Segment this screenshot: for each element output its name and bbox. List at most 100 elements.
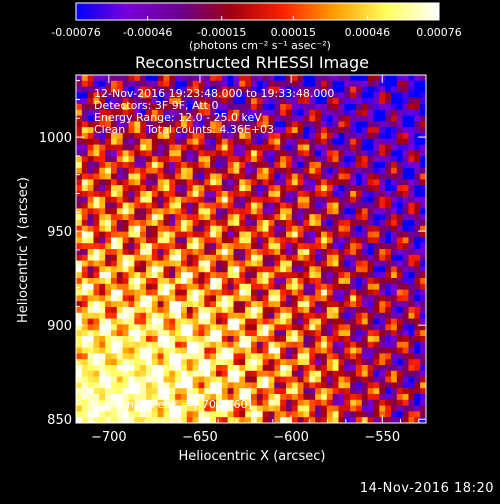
- heatmap-cell: [105, 179, 112, 186]
- footer-timestamp: 14-Nov-2016 18:20: [359, 481, 494, 496]
- heatmap-cell: [99, 225, 106, 232]
- heatmap-cell: [367, 249, 374, 256]
- heatmap-cell: [128, 179, 135, 186]
- heatmap-cell: [181, 307, 188, 314]
- heatmap-cell: [297, 289, 304, 296]
- heatmap-cell: [116, 283, 124, 290]
- heatmap-cell: [309, 266, 316, 273]
- heatmap-cell: [157, 388, 164, 395]
- heatmap-cell: [76, 98, 83, 105]
- heatmap-cell: [356, 249, 363, 256]
- heatmap-cell: [221, 173, 229, 180]
- heatmap-cell: [87, 220, 94, 227]
- heatmap-cell: [216, 301, 223, 308]
- heatmap-cell: [227, 127, 234, 134]
- heatmap-cell: [76, 121, 83, 128]
- heatmap-cell: [385, 295, 392, 302]
- heatmap-cell: [87, 272, 94, 279]
- heatmap-cell: [140, 243, 147, 250]
- heatmap-cell: [105, 289, 112, 296]
- heatmap-cell: [262, 330, 269, 337]
- heatmap-cell: [291, 370, 299, 377]
- heatmap-cell: [227, 399, 234, 406]
- heatmap-cell: [227, 208, 234, 215]
- heatmap-cell: [169, 179, 176, 186]
- heatmap-cell: [350, 336, 357, 343]
- heatmap-cell: [361, 278, 369, 285]
- heatmap-cell: [239, 208, 246, 215]
- heatmap-cell: [286, 214, 293, 221]
- heatmap-cell: [297, 167, 304, 174]
- heatmap-cell: [204, 417, 211, 424]
- heatmap-cell: [192, 75, 199, 82]
- heatmap-cell: [128, 405, 135, 412]
- heatmap-cell: [169, 341, 176, 348]
- heatmap-cell: [221, 336, 229, 343]
- heatmap-cell: [122, 370, 129, 377]
- heatmap-cell: [181, 220, 188, 227]
- heatmap-cell: [286, 173, 293, 180]
- heatmap-cell: [396, 249, 404, 256]
- heatmap-cell: [122, 115, 129, 122]
- heatmap-cell: [146, 179, 153, 186]
- heatmap-cell: [420, 133, 427, 140]
- heatmap-cell: [350, 405, 357, 412]
- heatmap-cell: [262, 272, 269, 279]
- heatmap-cell: [309, 127, 316, 134]
- heatmap-cell: [216, 307, 223, 314]
- heatmap-cell: [81, 353, 89, 360]
- colorbar-tick-label: -0.00046: [123, 26, 172, 39]
- heatmap-cell: [99, 295, 106, 302]
- heatmap-cell: [175, 307, 182, 314]
- heatmap-cell: [414, 330, 421, 337]
- heatmap-cell: [420, 121, 427, 128]
- heatmap-cell: [87, 307, 94, 314]
- heatmap-cell: [396, 336, 404, 343]
- heatmap-cell: [81, 359, 89, 366]
- heatmap-cell: [309, 98, 316, 105]
- heatmap-cell: [367, 365, 374, 372]
- heatmap-cell: [151, 417, 159, 424]
- heatmap-cell: [99, 353, 106, 360]
- heatmap-cell: [239, 399, 246, 406]
- heatmap-cell: [332, 341, 339, 348]
- heatmap-cell: [140, 237, 147, 244]
- heatmap-cell: [157, 301, 164, 308]
- heatmap-cell: [245, 115, 252, 122]
- heatmap-cell: [111, 162, 118, 169]
- heatmap-cell: [245, 376, 252, 383]
- heatmap-cell: [99, 109, 106, 116]
- heatmap-cell: [140, 185, 147, 192]
- heatmap-cell: [402, 417, 409, 424]
- heatmap-cell: [81, 312, 89, 319]
- heatmap-cell: [140, 336, 147, 343]
- heatmap-cell: [198, 185, 205, 192]
- heatmap-cell: [332, 225, 339, 232]
- heatmap-cell: [321, 376, 328, 383]
- heatmap-cell: [76, 138, 83, 145]
- heatmap-cell: [198, 167, 205, 174]
- heatmap-cell: [297, 133, 304, 140]
- heatmap-cell: [128, 289, 135, 296]
- heatmap-cell: [373, 324, 380, 331]
- heatmap-cell: [286, 341, 293, 348]
- heatmap-cell: [87, 283, 94, 290]
- heatmap-cell: [356, 365, 363, 372]
- heatmap-cell: [198, 156, 205, 163]
- heatmap-cell: [291, 411, 299, 418]
- heatmap-cell: [181, 347, 188, 354]
- heatmap-cell: [268, 237, 275, 244]
- heatmap-cell: [122, 196, 129, 203]
- heatmap-cell: [245, 307, 252, 314]
- heatmap-cell: [420, 289, 427, 296]
- heatmap-cell: [181, 370, 188, 377]
- heatmap-cell: [175, 167, 182, 174]
- heatmap-cell: [227, 347, 234, 354]
- heatmap-cell: [105, 156, 112, 163]
- heatmap-cell: [116, 133, 124, 140]
- heatmap-cell: [181, 405, 188, 412]
- heatmap-cell: [146, 289, 153, 296]
- heatmap-cell: [251, 173, 258, 180]
- heatmap-cell: [221, 318, 229, 325]
- heatmap-cell: [198, 399, 205, 406]
